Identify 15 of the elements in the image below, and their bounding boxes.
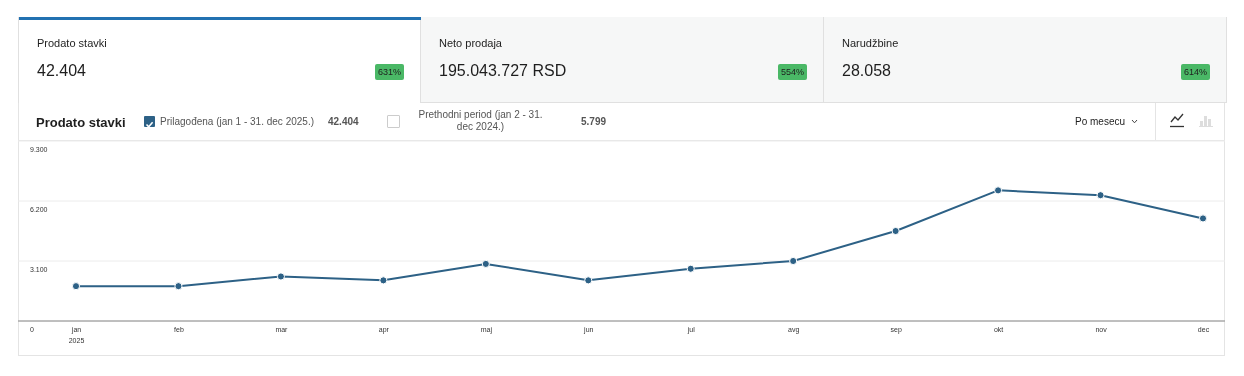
text: 42.404 [37,62,86,80]
text: Po mesecu [1075,116,1126,127]
text: 195.043.727 RSD [439,62,567,80]
text: 554% [777,64,807,80]
text: Narudžbine [842,37,899,49]
text: 614% [1180,64,1210,80]
text: 28.058 [842,62,891,80]
text: Prethodni period (jan 2 - 31. dec 2024.) [418,109,543,133]
text: 5.799 [581,116,607,127]
chart-title: Prodato stavki [36,115,126,130]
text: 42.404 [328,116,359,127]
text: 631% [374,64,404,80]
text: Prodato stavki [37,37,107,49]
text: Neto prodaja [439,37,502,49]
legend-label: Prilagođena (jan 1 - 31. dec 2025.) [160,116,314,127]
